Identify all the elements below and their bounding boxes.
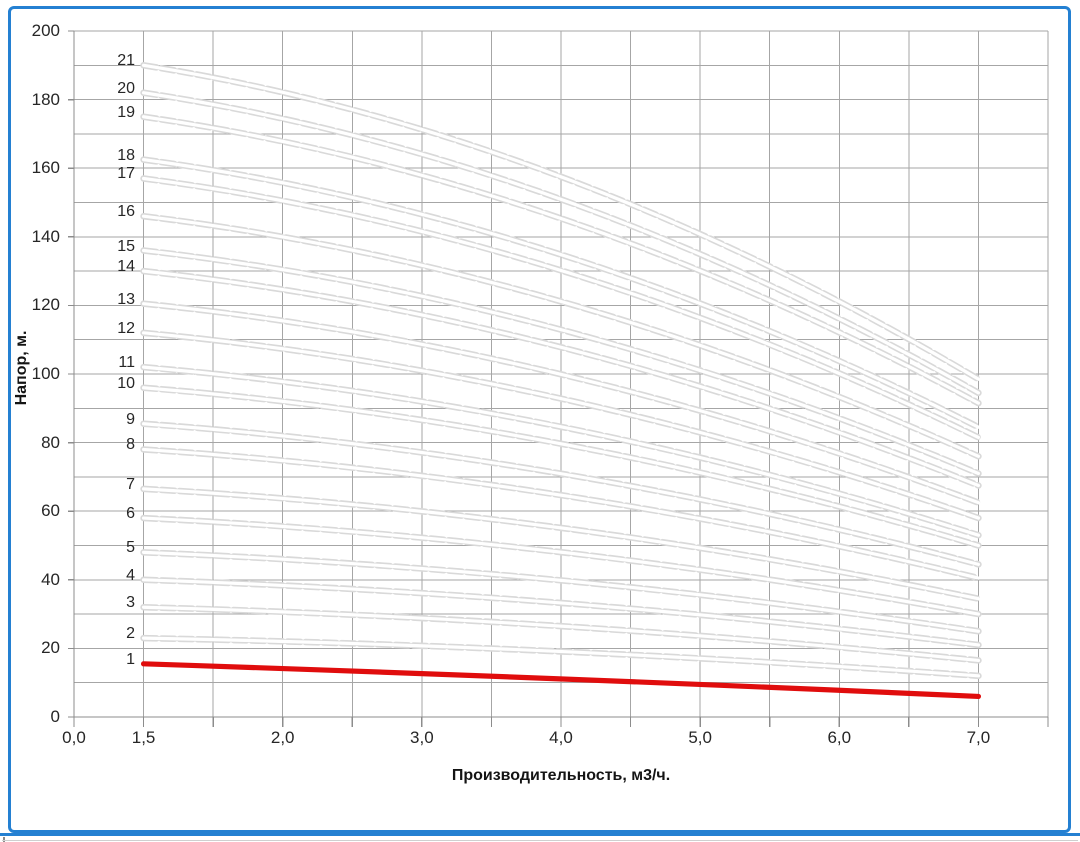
curve-label-18: 18 — [117, 146, 135, 164]
curve-label-19: 19 — [117, 103, 135, 121]
curve-label-4: 4 — [126, 566, 135, 584]
curve-label-13: 13 — [117, 290, 135, 308]
curve-core-12 — [141, 331, 981, 520]
curve-core-3 — [141, 605, 981, 663]
curve-core-8 — [141, 447, 981, 580]
curve-label-9: 9 — [126, 410, 135, 428]
curve-core-2 — [141, 636, 981, 678]
x-tick-label: 1,5 — [131, 728, 156, 747]
y-tick-label: 120 — [31, 295, 60, 315]
curve-label-5: 5 — [126, 539, 135, 557]
y-tick-label: 40 — [41, 569, 60, 589]
curve-core-4 — [141, 578, 981, 647]
curve-label-6: 6 — [126, 505, 135, 523]
curve-label-17: 17 — [117, 165, 135, 183]
curve-core-11 — [141, 365, 981, 537]
curve-label-14: 14 — [117, 258, 135, 276]
x-tick-label: 7,0 — [966, 728, 991, 747]
y-tick-label: 100 — [31, 364, 60, 383]
curve-label-20: 20 — [117, 79, 135, 97]
x-tick-label: 2,0 — [270, 728, 295, 747]
y-tick-label: 60 — [41, 501, 60, 521]
curve-core-10 — [141, 386, 981, 548]
x-tick-label: 3,0 — [410, 728, 434, 747]
curve-core-16 — [141, 214, 981, 458]
y-tick-label: 20 — [41, 638, 60, 658]
y-tick-label: 0 — [50, 707, 60, 726]
next-chart-faint-line — [2, 840, 1078, 841]
curve-core-15 — [141, 248, 981, 476]
curve-core-14 — [141, 269, 981, 488]
curve-core-9 — [141, 422, 981, 566]
curve-core-13 — [141, 302, 981, 505]
curve-core-20 — [141, 91, 981, 395]
y-tick-label: 200 — [31, 21, 60, 40]
curve-core-18 — [141, 158, 981, 429]
next-chart-top-border — [0, 833, 1080, 836]
curve-core-7 — [141, 487, 981, 601]
curve-core-5 — [141, 550, 981, 633]
curve-label-8: 8 — [126, 436, 135, 454]
curve-core-6 — [141, 516, 981, 616]
curve-core-21 — [141, 63, 981, 381]
y-tick-label: 180 — [31, 89, 60, 109]
x-axis-title: Производительность, м3/ч. — [451, 767, 671, 784]
x-tick-label: 0,0 — [62, 728, 86, 747]
curve-label-11: 11 — [118, 354, 135, 372]
y-tick-label: 160 — [31, 158, 60, 178]
curve-label-7: 7 — [126, 475, 135, 493]
y-tick-label: 80 — [41, 432, 60, 452]
curve-core-19 — [141, 115, 981, 405]
curve-label-15: 15 — [117, 237, 135, 255]
curve-core-17 — [141, 176, 981, 440]
curve-label-16: 16 — [117, 203, 135, 221]
x-tick-label: 4,0 — [549, 728, 573, 747]
curve-1 — [140, 661, 982, 700]
next-chart-left-edge — [3, 837, 5, 842]
curve-label-10: 10 — [117, 374, 135, 392]
y-tick-label: 140 — [31, 226, 60, 246]
x-tick-label: 6,0 — [827, 728, 852, 747]
curve-label-1: 1 — [126, 650, 135, 668]
curve-label-2: 2 — [126, 625, 135, 643]
x-tick-label: 5,0 — [688, 728, 712, 747]
curve-label-21: 21 — [117, 52, 135, 70]
curve-label-3: 3 — [126, 594, 135, 612]
curve-label-12: 12 — [117, 319, 135, 337]
